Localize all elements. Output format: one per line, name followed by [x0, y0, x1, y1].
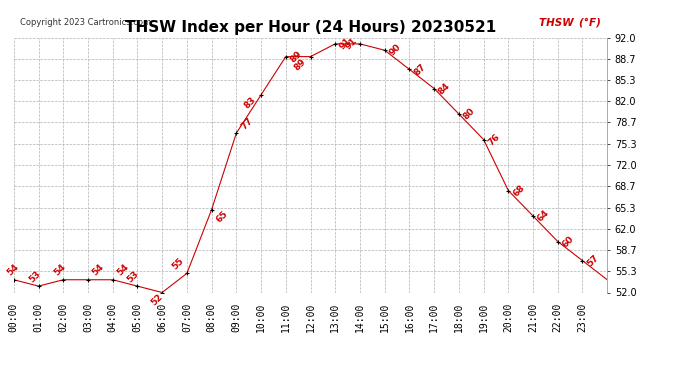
- Text: 60: 60: [560, 234, 575, 249]
- Text: 52: 52: [150, 292, 165, 307]
- Text: 55: 55: [170, 256, 186, 271]
- Text: 89: 89: [293, 57, 308, 72]
- Text: 90: 90: [388, 43, 403, 58]
- Text: 57: 57: [585, 253, 600, 268]
- Text: 87: 87: [412, 62, 428, 77]
- Text: 53: 53: [125, 269, 140, 284]
- Text: 54: 54: [6, 262, 21, 278]
- Text: 91: 91: [338, 36, 353, 51]
- Text: 53: 53: [28, 269, 43, 284]
- Text: 91: 91: [344, 36, 359, 51]
- Text: 65: 65: [215, 209, 230, 224]
- Text: 77: 77: [239, 116, 255, 131]
- Text: Copyright 2023 Cartronics.com: Copyright 2023 Cartronics.com: [20, 18, 151, 27]
- Text: 84: 84: [437, 81, 452, 96]
- Text: 83: 83: [243, 96, 258, 111]
- Text: 64: 64: [536, 208, 551, 224]
- Text: 89: 89: [288, 49, 304, 64]
- Text: 54: 54: [115, 262, 131, 278]
- Text: 68: 68: [511, 183, 526, 198]
- Text: 76: 76: [486, 132, 502, 147]
- Title: THSW Index per Hour (24 Hours) 20230521: THSW Index per Hour (24 Hours) 20230521: [125, 20, 496, 35]
- Text: 54: 54: [52, 262, 68, 278]
- Text: 80: 80: [462, 106, 477, 122]
- Text: THSW (°F): THSW (°F): [540, 17, 601, 27]
- Text: 54: 54: [91, 262, 106, 278]
